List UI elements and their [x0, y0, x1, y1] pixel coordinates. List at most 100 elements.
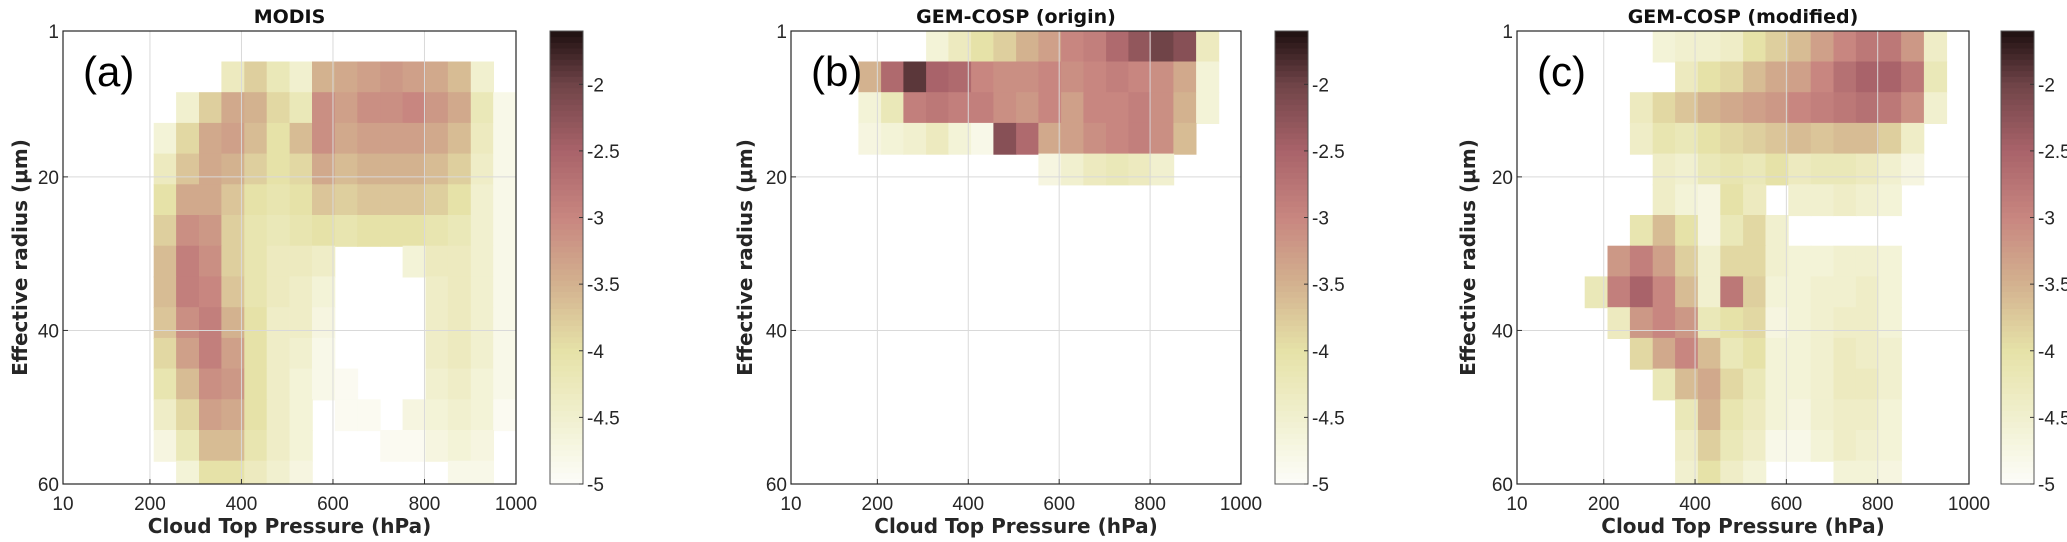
colorbar-segment	[550, 121, 583, 128]
y-axis-label: Effective radius (μm)	[733, 139, 757, 376]
colorbar-segment	[2001, 455, 2034, 462]
heatmap-cell	[199, 184, 223, 217]
heatmap-cell	[1038, 122, 1062, 155]
colorbar-segment	[550, 155, 583, 162]
colorbar-segment	[550, 461, 583, 468]
colorbar-segment	[550, 274, 583, 281]
colorbar-segment	[550, 240, 583, 247]
heatmap-cell	[199, 337, 223, 370]
colorbar-segment	[2001, 132, 2034, 140]
heatmap-cell	[1720, 122, 1744, 155]
y-tick-label: 60	[38, 475, 59, 496]
colorbar-segment	[1275, 410, 1308, 417]
heatmap-cell	[1720, 215, 1744, 247]
colorbar-segment	[550, 110, 583, 117]
heatmap-cell	[858, 61, 882, 94]
heatmap-cell	[1061, 31, 1085, 63]
colorbar-segment	[2001, 251, 2034, 258]
colorbar-segment	[550, 359, 583, 366]
heatmap-cell	[1765, 430, 1789, 462]
heatmap-cell	[334, 399, 359, 432]
colorbar-segment	[550, 189, 583, 196]
heatmap-cell	[1833, 368, 1857, 401]
heatmap-cell	[1016, 92, 1040, 124]
heatmap-cell	[1652, 92, 1676, 124]
panel-a: 10 200 400 600 800 1000 1 20 40 60 MODIS (a) Cloud T…	[8, 6, 620, 538]
heatmap-cell	[425, 276, 449, 309]
heatmap-cell	[199, 276, 223, 309]
heatmap-cell	[470, 276, 494, 309]
heatmap-cell	[357, 122, 381, 155]
colorbar-segment	[550, 450, 583, 457]
colorbar-segment	[2001, 115, 2034, 123]
heatmap-cell	[1720, 430, 1744, 462]
heatmap-cell	[312, 122, 336, 155]
colorbar-segment	[550, 280, 583, 287]
colorbar-segment	[550, 87, 583, 94]
colorbar-tick-label: -5	[587, 475, 604, 496]
colorbar-segment	[1275, 336, 1308, 343]
panel-label: (b)	[811, 48, 862, 95]
heatmap-cell	[1720, 31, 1744, 63]
heatmap-cell	[1016, 31, 1040, 63]
heatmap-cell	[470, 430, 494, 462]
x-axis-label: Cloud Top Pressure (hPa)	[874, 514, 1157, 538]
heatmap-cell	[881, 61, 905, 94]
colorbar-segment	[550, 472, 583, 479]
colorbar-segment	[550, 200, 583, 208]
colorbar-segment	[2001, 427, 2034, 434]
heatmap-cell	[1743, 122, 1767, 155]
colorbar-segment	[2001, 257, 2034, 264]
heatmap-cell	[1675, 215, 1699, 247]
colorbar-segment	[1275, 53, 1308, 60]
heatmap-cell	[1720, 276, 1744, 309]
colorbar-segment	[1275, 81, 1308, 89]
heatmap-cell	[903, 61, 927, 94]
colorbar-segment	[2001, 297, 2034, 304]
heatmap-cell	[1720, 368, 1744, 401]
colorbar-segment	[550, 195, 583, 202]
heatmap-cell	[971, 61, 995, 94]
colorbar-segment	[1275, 127, 1308, 134]
y-tick-label: 1	[776, 22, 787, 43]
heatmap-cell	[1697, 460, 1722, 484]
heatmap-cell	[402, 122, 426, 155]
heatmap-cell	[993, 31, 1017, 63]
colorbar-segment	[1275, 438, 1308, 445]
heatmap-cell	[153, 122, 177, 155]
heatmap-cell	[199, 215, 223, 247]
heatmap-cell	[1743, 31, 1767, 63]
heatmap-cell	[903, 122, 927, 155]
heatmap-cell	[470, 61, 494, 94]
heatmap-cell	[948, 92, 972, 124]
heatmap-cell	[1855, 460, 1880, 484]
heatmap-cell	[1720, 245, 1744, 278]
heatmap-cell	[402, 184, 426, 217]
heatmap-cell	[1697, 307, 1722, 339]
colorbar-segment	[1275, 291, 1308, 298]
heatmap-cell	[357, 153, 381, 186]
colorbar-segment	[550, 93, 583, 100]
heatmap-cell	[1765, 337, 1789, 370]
heatmap-cell	[380, 215, 404, 247]
y-tick-label: 20	[766, 168, 787, 189]
colorbar-segment	[550, 336, 583, 343]
colorbar: -2 -2.5 -3 -3.5 -4 -4.5 -5	[549, 30, 620, 496]
heatmap-cell	[1743, 460, 1767, 484]
colorbar-segment	[2001, 467, 2034, 474]
heatmap-cell	[244, 215, 268, 247]
colorbar-segment	[550, 319, 583, 326]
heatmap-cell	[1652, 368, 1676, 401]
heatmap-cell	[493, 399, 516, 432]
heatmap-cell	[1038, 92, 1062, 124]
heatmap-cell	[1901, 92, 1925, 124]
heatmap-cell	[221, 276, 245, 309]
colorbar-segment	[550, 387, 583, 394]
plot-frame	[1516, 30, 1970, 485]
colorbar-segment	[2001, 438, 2034, 445]
heatmap-cell	[153, 399, 177, 432]
colorbar: -2 -2.5 -3 -3.5 -4 -4.5 -5	[2000, 30, 2067, 496]
colorbar-segment	[2001, 110, 2034, 117]
heatmap-cell	[266, 337, 290, 370]
heatmap-cell	[1675, 276, 1699, 309]
